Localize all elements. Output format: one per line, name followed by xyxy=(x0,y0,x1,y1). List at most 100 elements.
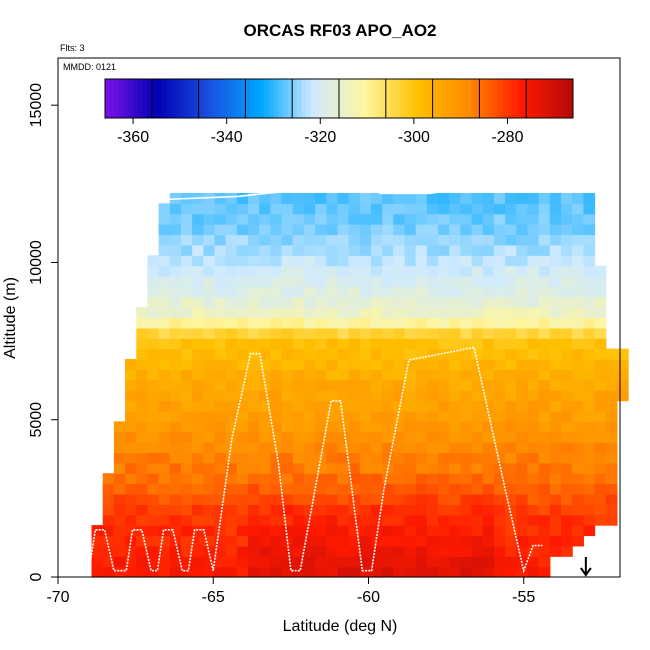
heat-cell xyxy=(438,556,450,568)
heat-cell xyxy=(393,348,406,360)
heat-cell xyxy=(572,369,584,381)
heat-cell xyxy=(225,379,238,391)
heat-cell xyxy=(493,307,506,319)
heat-cell xyxy=(493,452,506,464)
heat-cell xyxy=(192,556,204,568)
heat-cell xyxy=(203,400,216,412)
heat-cell xyxy=(493,296,506,308)
heat-cell xyxy=(225,421,238,433)
heat-cell xyxy=(572,452,584,464)
heat-cell xyxy=(259,296,271,308)
colorbar-segment xyxy=(231,79,237,118)
heat-cell xyxy=(370,556,383,568)
heat-cell xyxy=(270,234,283,246)
heat-cell xyxy=(203,462,216,474)
heat-cell xyxy=(315,296,327,308)
heat-cell xyxy=(236,514,249,526)
heat-cell xyxy=(259,317,271,329)
heat-cell xyxy=(426,338,439,350)
heat-cell xyxy=(248,327,260,339)
heat-cell xyxy=(326,504,339,516)
heat-cell xyxy=(382,410,394,422)
heat-cell xyxy=(348,400,361,412)
heat-cell xyxy=(449,535,462,547)
heat-cell xyxy=(415,442,428,454)
heat-cell xyxy=(180,213,193,225)
heat-cell xyxy=(561,275,573,287)
heat-cell xyxy=(538,192,551,204)
heat-cell xyxy=(281,504,294,516)
heat-cell xyxy=(572,203,584,215)
colorbar-segment xyxy=(170,79,176,118)
colorbar-segment xyxy=(161,79,167,118)
heat-cell xyxy=(460,244,473,256)
heat-cell xyxy=(203,421,216,433)
heat-cell xyxy=(214,473,227,485)
heat-cell xyxy=(594,442,607,454)
heat-cell xyxy=(505,244,517,256)
heat-cell xyxy=(426,421,439,433)
heat-cell xyxy=(382,275,394,287)
colorbar-segment xyxy=(133,79,139,118)
heat-cell xyxy=(493,255,506,267)
heat-cell xyxy=(180,504,193,516)
heat-cell xyxy=(337,514,350,526)
heat-cell xyxy=(583,525,596,537)
heat-cell xyxy=(147,307,160,319)
heat-cell xyxy=(426,504,439,516)
heat-cell xyxy=(493,275,506,287)
heat-cell xyxy=(415,359,428,370)
heat-cell xyxy=(404,327,417,339)
heat-cell xyxy=(527,338,540,350)
heat-cell xyxy=(583,379,596,391)
heat-cell xyxy=(482,265,495,277)
heat-cell xyxy=(315,224,327,236)
heat-cell xyxy=(460,504,473,516)
heat-cell xyxy=(438,400,450,412)
heat-cell xyxy=(471,525,484,537)
heat-cell xyxy=(359,255,372,267)
heat-cell xyxy=(505,359,517,370)
heat-cell xyxy=(482,525,495,537)
heat-cell xyxy=(527,192,540,204)
heat-cell xyxy=(192,442,204,454)
heat-cell xyxy=(225,203,238,215)
heat-cell xyxy=(505,348,517,360)
heat-cell xyxy=(248,556,260,568)
heat-cell xyxy=(102,504,115,516)
heat-cell xyxy=(438,535,450,547)
heat-cell xyxy=(359,286,372,298)
colorbar-tick-label: -280 xyxy=(491,129,523,146)
heat-cell xyxy=(594,421,607,433)
heat-cell xyxy=(382,348,394,360)
heat-cell xyxy=(292,327,305,339)
heat-cell xyxy=(549,525,562,537)
heat-cell xyxy=(415,452,428,464)
heat-cell xyxy=(248,483,260,495)
heat-cell xyxy=(471,452,484,464)
heat-cell xyxy=(549,535,562,547)
heat-cell xyxy=(426,493,439,505)
heat-cell xyxy=(348,452,361,464)
heat-cell xyxy=(583,442,596,454)
heat-cell xyxy=(426,234,439,246)
heat-cell xyxy=(270,462,283,474)
heat-cell xyxy=(561,338,573,350)
colorbar-segment xyxy=(535,79,541,118)
heat-cell xyxy=(505,535,517,547)
heat-cell xyxy=(348,213,361,225)
heat-cell xyxy=(549,234,562,246)
heat-cell xyxy=(292,400,305,412)
heat-cell xyxy=(438,265,450,277)
heat-cell xyxy=(281,514,294,526)
heat-cell xyxy=(594,275,607,287)
arrow-down-head xyxy=(580,567,592,577)
heat-cell xyxy=(348,244,361,256)
colorbar-segment xyxy=(217,79,223,118)
heat-cell xyxy=(147,286,160,298)
heat-cell xyxy=(303,275,316,287)
heat-cell xyxy=(393,556,406,568)
heat-cell xyxy=(326,192,339,204)
heat-cell xyxy=(348,556,361,568)
heat-cell xyxy=(281,244,294,256)
